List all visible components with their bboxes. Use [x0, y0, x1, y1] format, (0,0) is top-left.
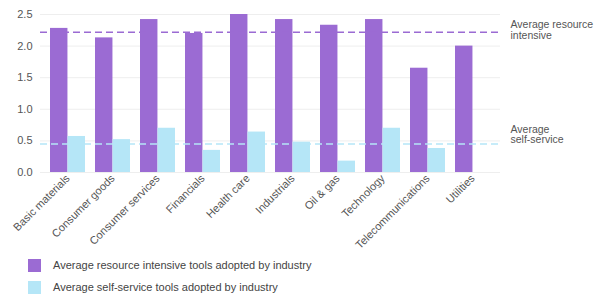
- svg-text:1.0: 1.0: [17, 103, 32, 115]
- svg-text:Average resourceintensive: Average resourceintensive: [511, 18, 594, 41]
- svg-text:0.5: 0.5: [17, 134, 32, 146]
- svg-text:1.5: 1.5: [17, 71, 32, 83]
- svg-text:Industrials: Industrials: [253, 172, 297, 216]
- svg-text:Basic materials: Basic materials: [10, 171, 72, 234]
- svg-text:Health care: Health care: [204, 172, 252, 220]
- svg-text:Consumer services: Consumer services: [87, 172, 162, 247]
- svg-text:2.5: 2.5: [17, 8, 32, 20]
- svg-text:0.0: 0.0: [17, 166, 32, 178]
- html-text:Average self-service tools ado: Average self-service tools adopted by in…: [53, 281, 278, 293]
- html-text:Average resource intensive too: Average resource intensive tools adopted…: [53, 259, 312, 271]
- svg-text:Telecommunications: Telecommunications: [353, 172, 432, 248]
- svg-text:Technology: Technology: [339, 172, 387, 220]
- svg-text:Averageself-service: Averageself-service: [511, 123, 564, 146]
- svg-text:Financials: Financials: [163, 172, 207, 216]
- svg-text:2.0: 2.0: [17, 40, 32, 52]
- svg-text:Consumer goods: Consumer goods: [49, 171, 117, 240]
- svg-text:Oil & gas: Oil & gas: [302, 172, 342, 212]
- svg-text:Utilities: Utilities: [443, 172, 477, 206]
